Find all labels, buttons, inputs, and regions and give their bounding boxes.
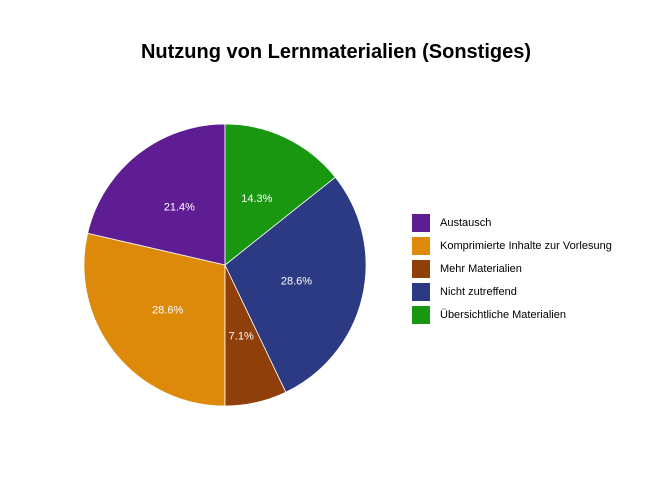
legend-item-komprimierte-inhalte: Komprimierte Inhalte zur Vorlesung [411, 234, 612, 257]
legend-label: Übersichtliche Materialien [440, 308, 566, 321]
legend-swatch [411, 304, 431, 325]
pie-slice [83, 232, 226, 407]
slice-label: 28.6% [152, 305, 183, 317]
slice-label: 28.6% [281, 275, 312, 287]
legend-label: Austausch [440, 216, 492, 229]
pie-slice [224, 123, 336, 266]
legend-swatch [411, 212, 431, 233]
slice-label: 21.4% [164, 202, 195, 214]
legend-item-nicht-zutreffend: Nicht zutreffend [411, 280, 612, 303]
pie-slice [224, 176, 367, 393]
legend-item-austausch: Austausch [411, 211, 612, 234]
legend-label: Mehr Materialien [440, 262, 522, 275]
chart-title: Nutzung von Lernmaterialien (Sonstiges) [140, 41, 532, 63]
legend-item-mehr-materialien: Mehr Materialien [411, 257, 612, 280]
pie-slice-labels: 21.4% 28.6% 7.1% 28.6% 14.3% [152, 193, 312, 343]
legend-swatch [411, 258, 431, 279]
legend-swatch [411, 235, 431, 256]
legend: Austausch Komprimierte Inhalte zur Vorle… [411, 211, 612, 326]
legend-label: Komprimierte Inhalte zur Vorlesung [440, 239, 612, 252]
pie-slice [87, 123, 226, 266]
legend-item-uebersichtliche-materialien: Übersichtliche Materialien [411, 303, 612, 326]
pie-slices [83, 123, 367, 407]
legend-swatch [411, 281, 431, 302]
legend-label: Nicht zutreffend [440, 285, 517, 298]
slice-label: 14.3% [241, 193, 272, 205]
slice-label: 7.1% [229, 330, 254, 342]
